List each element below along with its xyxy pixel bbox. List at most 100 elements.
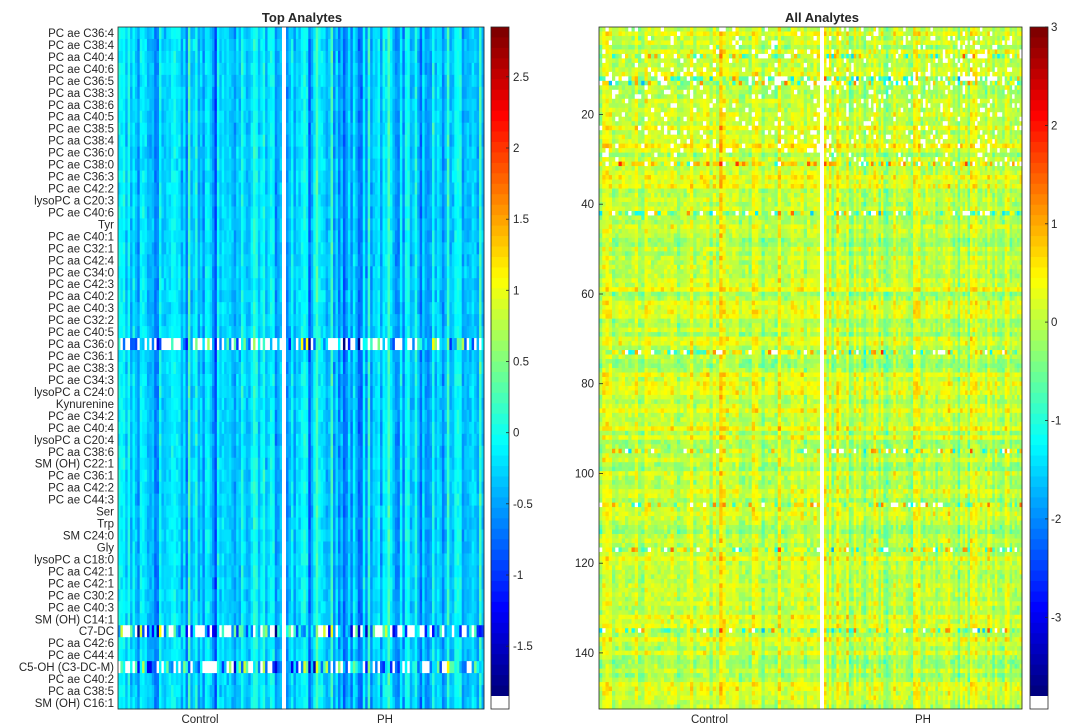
heatmap-cell	[183, 409, 186, 423]
heatmap-cell	[409, 350, 413, 363]
heatmap-cell	[422, 338, 426, 351]
heatmap-cell	[245, 74, 249, 88]
heatmap-cell	[209, 146, 213, 160]
heatmap-cell	[459, 230, 463, 243]
heatmap-cell	[277, 230, 280, 243]
heatmap-cell	[330, 421, 334, 435]
heatmap-cell	[144, 242, 148, 255]
heatmap-cell	[412, 206, 416, 219]
heatmap-cell	[412, 242, 416, 255]
heatmap-cell	[132, 134, 136, 148]
heatmap-cell	[144, 326, 148, 339]
heatmap-cell	[417, 230, 421, 243]
heatmap-cell	[253, 230, 256, 243]
heatmap-cell	[318, 98, 322, 112]
heatmap-cell	[274, 314, 278, 327]
heatmap-cell	[190, 350, 194, 363]
heatmap-cell	[392, 110, 396, 124]
heatmap-cell	[315, 218, 319, 231]
heatmap-cell	[385, 409, 388, 423]
heatmap-cell	[175, 194, 179, 207]
heatmap-cell	[151, 230, 155, 243]
heatmap-cell	[305, 98, 309, 112]
heatmap-cell	[175, 122, 179, 136]
heatmap-cell	[427, 242, 430, 255]
heatmap-cell	[226, 206, 230, 219]
heatmap-cell	[195, 218, 198, 231]
heatmap-cell	[146, 230, 150, 243]
heatmap-cell	[156, 266, 160, 279]
heatmap-cell	[389, 290, 393, 303]
heatmap-cell	[267, 86, 271, 100]
heatmap-cell	[387, 290, 391, 303]
heatmap-cell	[402, 50, 406, 64]
heatmap-cell	[397, 385, 401, 399]
heatmap-cell	[335, 254, 339, 267]
heatmap-cell	[412, 385, 416, 399]
heatmap-cell	[461, 266, 465, 279]
heatmap-cell	[161, 338, 165, 351]
heatmap-cell	[422, 62, 426, 76]
heatmap-cell	[168, 230, 172, 243]
heatmap-cell	[424, 98, 428, 112]
heatmap-cell	[333, 242, 336, 255]
heatmap-cell	[335, 218, 339, 231]
heatmap-cell	[424, 218, 428, 231]
heatmap-cell	[197, 50, 201, 64]
heatmap-cell	[173, 182, 177, 195]
heatmap-cell	[204, 218, 208, 231]
heatmap-cell	[168, 86, 172, 100]
heatmap-cell	[387, 218, 391, 231]
heatmap-cell	[178, 122, 182, 136]
heatmap-cell	[313, 74, 317, 88]
heatmap-cell	[323, 122, 327, 136]
heatmap-cell	[436, 373, 440, 387]
heatmap-cell	[207, 50, 211, 64]
heatmap-cell	[464, 74, 468, 88]
heatmap-cell	[335, 266, 339, 279]
heatmap-cell	[476, 397, 480, 411]
heatmap-cell	[375, 134, 378, 148]
heatmap-cell	[432, 27, 435, 40]
heatmap-cell	[221, 122, 225, 136]
heatmap-cell	[151, 146, 155, 160]
heatmap-cell	[323, 373, 327, 387]
heatmap-cell	[269, 385, 273, 399]
heatmap-cell	[337, 110, 341, 124]
heatmap-cell	[382, 254, 386, 267]
heatmap-cell	[265, 74, 268, 88]
heatmap-cell	[362, 74, 366, 88]
heatmap-cell	[209, 86, 213, 100]
heatmap-cell	[250, 134, 254, 148]
heatmap-cell	[417, 74, 421, 88]
heatmap-cell	[207, 230, 211, 243]
heatmap-cell	[387, 134, 391, 148]
heatmap-cell	[277, 266, 280, 279]
heatmap-cell	[412, 254, 416, 267]
heatmap-cell	[293, 230, 297, 243]
heatmap-cell	[163, 86, 167, 100]
heatmap-cell	[439, 62, 443, 76]
heatmap-cell	[204, 98, 208, 112]
heatmap-cell	[439, 278, 443, 291]
heatmap-cell	[335, 50, 339, 64]
heatmap-cell	[350, 218, 354, 231]
heatmap-cell	[367, 194, 371, 207]
heatmap-cell	[454, 27, 458, 40]
heatmap-cell	[385, 230, 388, 243]
heatmap-cell	[279, 397, 283, 411]
heatmap-cell	[257, 158, 261, 171]
heatmap-cell	[370, 218, 374, 231]
heatmap-cell	[365, 314, 369, 327]
heatmap-cell	[212, 122, 215, 136]
heatmap-cell	[422, 170, 426, 183]
heatmap-cell	[345, 38, 349, 52]
heatmap-cell	[355, 50, 359, 64]
heatmap-cell	[142, 122, 145, 136]
heatmap-cell	[151, 62, 155, 76]
heatmap-cell	[313, 86, 317, 100]
heatmap-cell	[265, 326, 268, 339]
heatmap-cell	[444, 206, 448, 219]
heatmap-cell	[479, 134, 482, 148]
heatmap-cell	[219, 170, 223, 183]
